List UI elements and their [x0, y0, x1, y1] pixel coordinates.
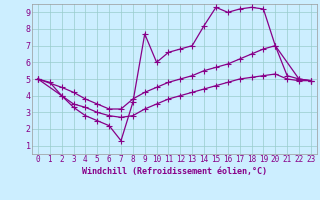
X-axis label: Windchill (Refroidissement éolien,°C): Windchill (Refroidissement éolien,°C)	[82, 167, 267, 176]
